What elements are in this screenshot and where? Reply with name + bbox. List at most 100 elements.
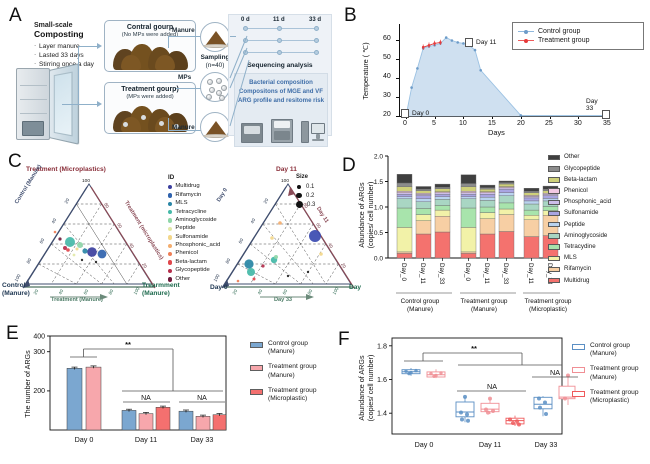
e-legend-label-2: Treatment group <box>268 386 317 394</box>
svg-text:20: 20 <box>340 262 347 269</box>
d-legend-item-1: Glycopeptide <box>548 163 611 174</box>
id-legend-label-2: MLS <box>175 200 188 207</box>
incubator-illustration <box>16 63 80 145</box>
timepoint-33d: 33 d <box>309 17 322 23</box>
svg-text:100: 100 <box>133 286 141 296</box>
svg-text:Day 33: Day 33 <box>535 440 558 449</box>
panel-d-chart: 0.0 0.5 1.0 1.5 2.0 <box>374 154 560 294</box>
panel-b-label: B <box>344 5 357 26</box>
d-legend-label-8: Tetracydine <box>564 242 596 250</box>
d-bar-label-6: Day_11 <box>527 263 534 284</box>
f-legend-text-0: Control group (Manure) <box>590 342 630 358</box>
sample-cone-bottom <box>200 112 230 142</box>
panel-e-ylabel: The number of ARGs <box>23 350 32 418</box>
e-legend-swatch-1 <box>250 365 263 372</box>
id-legend-label-0: Multidrug <box>175 183 200 190</box>
composting-title-block: Small-scale Composting Layer manure Last… <box>34 22 106 69</box>
ternary-left-apex-label: Treatment (Microplastics) <box>26 166 106 173</box>
b-ytick-30: 30 <box>383 92 391 99</box>
f-legend-label-0: Control group <box>590 342 630 349</box>
panel-b-xlabel: Days <box>488 128 505 137</box>
e-legend-swatch-2 <box>250 388 263 395</box>
incubator-control-panel <box>22 121 44 136</box>
f-legend-item-2: Treatment group (Microplastic) <box>572 389 639 405</box>
panel-f: F Abundance of ARGs (copies/ cell number… <box>336 318 650 457</box>
id-legend-title: ID <box>168 174 175 181</box>
ternary-right: Day 11 <box>210 166 361 304</box>
sequencer-icon <box>241 123 263 143</box>
d-legend-label-9: MLS <box>564 254 577 262</box>
id-legend-item-8: Phenicol <box>168 250 220 258</box>
size-legend-label-0: 0.1 <box>306 183 315 190</box>
size-legend-item-0: 0.1 <box>296 182 315 191</box>
e-legend-text-0: Control group (Manure) <box>268 340 308 356</box>
e-legend-text-1: Treatment group (Manure) <box>268 363 317 379</box>
id-legend-item-3: Tetracycline <box>168 208 220 216</box>
svg-text:100: 100 <box>82 178 90 184</box>
b-xtick-25: 25 <box>545 120 553 127</box>
d-legend-item-10: Rifamycin <box>548 264 611 275</box>
b-callout-day11: Day 11 <box>476 39 497 46</box>
sampling-n: (n=40) <box>205 62 225 69</box>
f-legend-sub-1: (Manure) <box>590 373 617 381</box>
svg-text:20: 20 <box>232 288 239 295</box>
panel-d-label: D <box>342 155 356 176</box>
svg-text:2.0: 2.0 <box>374 154 383 161</box>
b-xtick-5: 5 <box>432 120 436 127</box>
id-legend-item-1: Rifamycin <box>168 191 220 199</box>
legend-treatment-label: Treatment group <box>538 37 590 44</box>
id-legend-label-6: Sulfonamide <box>175 233 209 240</box>
svg-text:40: 40 <box>257 288 264 295</box>
ternary-right-svg: 20 40 60 80 100 80 60 40 20 20 40 60 80 … <box>213 178 355 296</box>
panel-a: A Small-scale Composting Layer manure La… <box>0 0 336 148</box>
bullet-0: Layer manure <box>34 42 106 52</box>
legend-control-symbol <box>518 28 534 35</box>
svg-text:NA: NA <box>197 395 207 402</box>
panel-f-ylabel: Abundance of ARGs (copies/ cell number) <box>357 354 375 422</box>
panel-d: D Abundance of ARGs (copies/ cell number… <box>336 148 650 318</box>
control-group-sub: (No MPs were added) <box>121 32 179 39</box>
panel-d-ylabel: Abundance of ARGs (copies/ cell number) <box>357 181 375 249</box>
composting-title-small: Small-scale <box>34 22 73 29</box>
f-legend-swatch-1 <box>572 367 585 374</box>
panel-b-legend: Control group Treatment group <box>512 22 644 50</box>
box-day11-treatment-mp <box>505 415 525 427</box>
svg-text:400: 400 <box>33 334 45 341</box>
id-legend-item-11: Other <box>168 275 220 283</box>
d-legend-item-11: Multidrug <box>548 275 611 286</box>
arrow-incubator-split <box>62 104 98 105</box>
svg-text:1.6: 1.6 <box>377 375 387 384</box>
ternary-left-br-label: Trearmment (Manure) <box>142 282 180 297</box>
box-day33-treatment-manure <box>558 373 576 405</box>
svg-text:80: 80 <box>302 202 309 209</box>
f-legend-swatch-0 <box>572 344 585 350</box>
id-legend-label-1: Rifamycin <box>175 191 202 198</box>
svg-text:20: 20 <box>263 197 270 204</box>
control-manure-pile <box>111 41 191 71</box>
svg-text:1.0: 1.0 <box>374 205 383 212</box>
e-legend-sub-0: (Manure) <box>268 348 295 356</box>
d-bar-label-0: Day_0 <box>400 263 407 281</box>
treatment-group-title: Treatment gourp) <box>121 86 179 93</box>
bar-control-day0 <box>396 174 413 259</box>
svg-text:1.4: 1.4 <box>377 409 387 418</box>
d-legend-label-1: Glycopeptide <box>564 164 601 172</box>
treatment-group-box: Treatment gourp) (MPs were added) <box>104 82 196 134</box>
d-legend-item-8: Tetracydine <box>548 242 611 253</box>
ternary-right-bl-label: Day 0 <box>210 284 228 291</box>
svg-text:60: 60 <box>116 222 123 229</box>
d-group-sub-0: (Manure) <box>407 306 433 313</box>
sample-mps-circle <box>200 72 230 102</box>
f-legend-text-2: Treatment group (Microplastic) <box>590 389 639 405</box>
b-ytick-40: 40 <box>383 73 391 80</box>
svg-text:Day 11: Day 11 <box>135 435 157 444</box>
svg-text:Day 33: Day 33 <box>191 435 214 444</box>
panel-f-legend: Control group (Manure) Treatment group (… <box>572 342 639 412</box>
d-legend-label-2: Beta-lactam <box>564 175 598 183</box>
d-bar-label-7: Day_33 <box>546 263 553 285</box>
d-legend-label-11: Multidrug <box>564 276 590 284</box>
ternary-right-axis-bottom: Day 33 <box>274 297 293 303</box>
control-group-title: Contral gourp <box>126 24 174 31</box>
id-legend-label-7: Phosphonic_acid <box>175 242 221 249</box>
ternary-left-bottom-arrow <box>50 294 108 300</box>
